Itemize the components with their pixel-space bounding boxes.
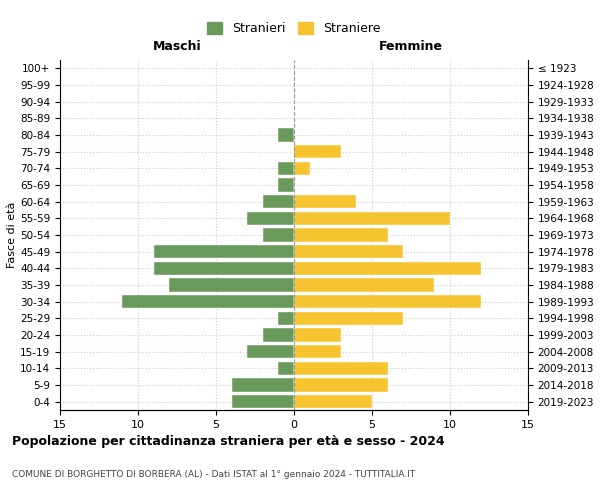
Bar	[154, 262, 294, 275]
Bar	[263, 328, 294, 342]
Bar	[232, 378, 294, 392]
Text: COMUNE DI BORGHETTO DI BORBERA (AL) - Dati ISTAT al 1° gennaio 2024 - TUTTITALIA: COMUNE DI BORGHETTO DI BORBERA (AL) - Da…	[12, 470, 415, 479]
Bar	[154, 245, 294, 258]
Bar	[294, 245, 403, 258]
Bar	[294, 328, 341, 342]
Bar	[294, 395, 372, 408]
Bar	[278, 312, 294, 325]
Bar	[122, 295, 294, 308]
Bar	[294, 312, 403, 325]
Bar	[294, 195, 356, 208]
Text: Popolazione per cittadinanza straniera per età e sesso - 2024: Popolazione per cittadinanza straniera p…	[12, 435, 445, 448]
Bar	[294, 362, 388, 375]
Bar	[294, 262, 481, 275]
Bar	[263, 228, 294, 241]
Bar	[294, 212, 450, 225]
Bar	[294, 345, 341, 358]
Bar	[294, 295, 481, 308]
Text: Femmine: Femmine	[379, 40, 443, 53]
Bar	[294, 145, 341, 158]
Bar	[278, 128, 294, 141]
Bar	[232, 395, 294, 408]
Bar	[294, 378, 388, 392]
Text: Maschi: Maschi	[152, 40, 202, 53]
Bar	[247, 212, 294, 225]
Bar	[294, 228, 388, 241]
Bar	[278, 178, 294, 192]
Bar	[263, 195, 294, 208]
Bar	[294, 278, 434, 291]
Bar	[247, 345, 294, 358]
Legend: Stranieri, Straniere: Stranieri, Straniere	[202, 17, 386, 40]
Bar	[294, 162, 310, 175]
Bar	[278, 162, 294, 175]
Bar	[278, 362, 294, 375]
Y-axis label: Fasce di età: Fasce di età	[7, 202, 17, 268]
Bar	[169, 278, 294, 291]
